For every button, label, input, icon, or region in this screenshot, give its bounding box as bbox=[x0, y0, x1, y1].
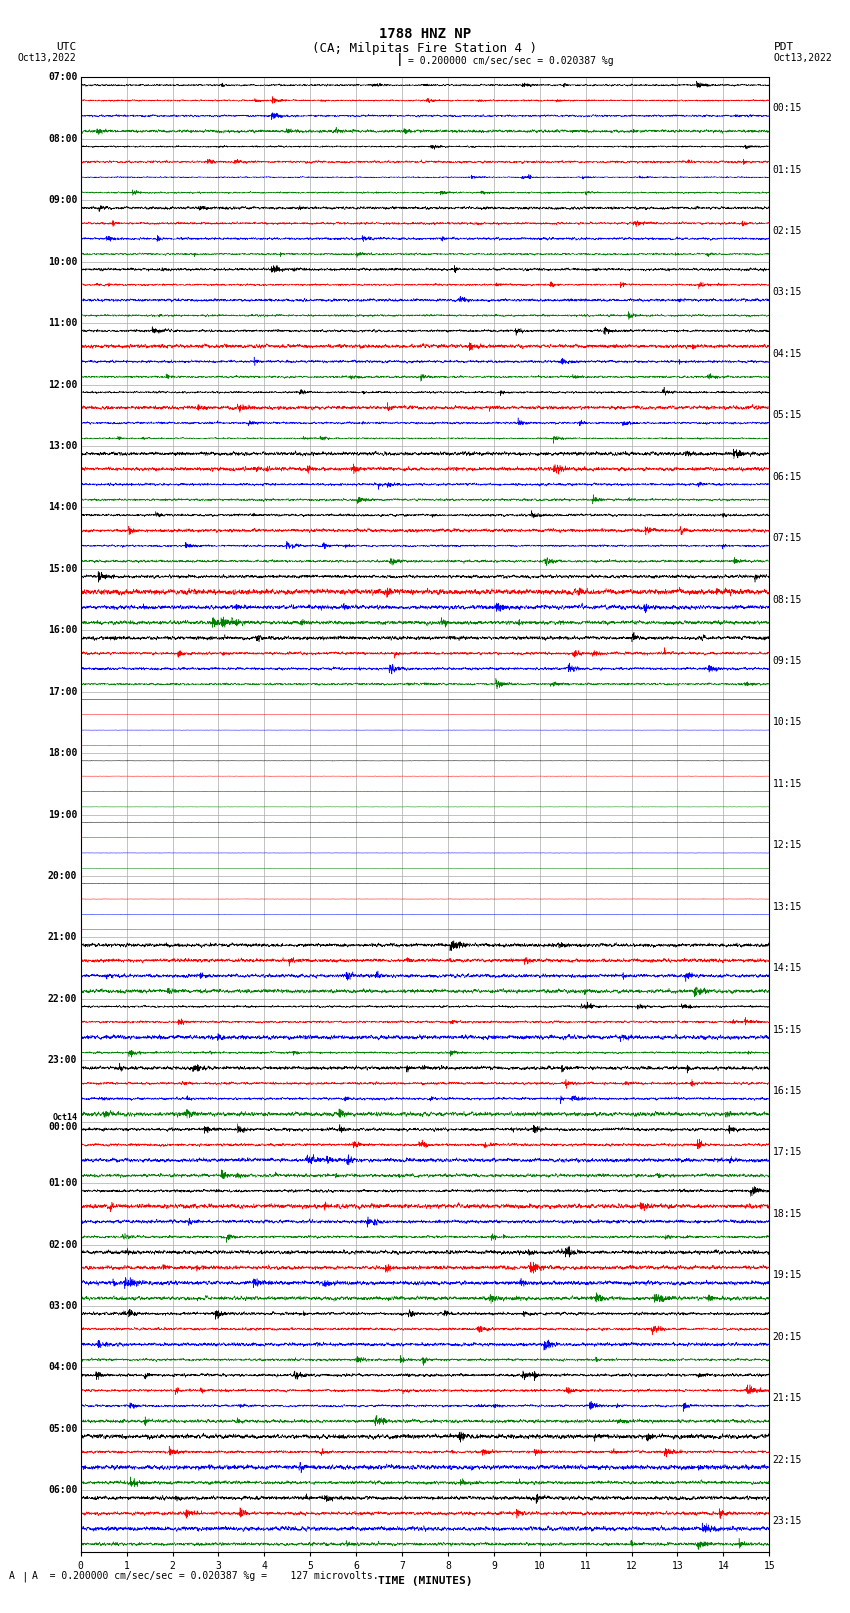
Text: = 0.200000 cm/sec/sec = 0.020387 %g: = 0.200000 cm/sec/sec = 0.020387 %g bbox=[408, 56, 614, 66]
Text: A  = 0.200000 cm/sec/sec = 0.020387 %g =    127 microvolts.: A = 0.200000 cm/sec/sec = 0.020387 %g = … bbox=[32, 1571, 379, 1581]
Text: 01:00: 01:00 bbox=[48, 1177, 77, 1189]
Text: 19:15: 19:15 bbox=[773, 1271, 802, 1281]
Text: 17:00: 17:00 bbox=[48, 687, 77, 697]
Text: 09:15: 09:15 bbox=[773, 656, 802, 666]
Text: 13:00: 13:00 bbox=[48, 440, 77, 452]
Text: 20:00: 20:00 bbox=[48, 871, 77, 881]
Text: 11:00: 11:00 bbox=[48, 318, 77, 327]
Text: 07:15: 07:15 bbox=[773, 534, 802, 544]
Text: 14:15: 14:15 bbox=[773, 963, 802, 973]
Text: 05:15: 05:15 bbox=[773, 410, 802, 421]
Text: 10:15: 10:15 bbox=[773, 718, 802, 727]
Text: |: | bbox=[21, 1571, 28, 1582]
Text: 16:15: 16:15 bbox=[773, 1086, 802, 1095]
X-axis label: TIME (MINUTES): TIME (MINUTES) bbox=[377, 1576, 473, 1586]
Text: 04:00: 04:00 bbox=[48, 1363, 77, 1373]
Text: (CA; Milpitas Fire Station 4 ): (CA; Milpitas Fire Station 4 ) bbox=[313, 42, 537, 55]
Text: 06:00: 06:00 bbox=[48, 1486, 77, 1495]
Text: 02:00: 02:00 bbox=[48, 1239, 77, 1250]
Text: 07:00: 07:00 bbox=[48, 73, 77, 82]
Text: 11:15: 11:15 bbox=[773, 779, 802, 789]
Text: 08:15: 08:15 bbox=[773, 595, 802, 605]
Text: 12:00: 12:00 bbox=[48, 379, 77, 390]
Text: 23:00: 23:00 bbox=[48, 1055, 77, 1065]
Text: 02:15: 02:15 bbox=[773, 226, 802, 235]
Text: 13:15: 13:15 bbox=[773, 902, 802, 911]
Text: UTC: UTC bbox=[56, 42, 76, 52]
Text: 01:15: 01:15 bbox=[773, 165, 802, 174]
Text: Oct14: Oct14 bbox=[53, 1113, 77, 1121]
Text: 12:15: 12:15 bbox=[773, 840, 802, 850]
Text: 23:15: 23:15 bbox=[773, 1516, 802, 1526]
Text: 00:00: 00:00 bbox=[48, 1121, 77, 1132]
Text: 00:15: 00:15 bbox=[773, 103, 802, 113]
Text: 18:15: 18:15 bbox=[773, 1208, 802, 1219]
Text: 14:00: 14:00 bbox=[48, 502, 77, 513]
Text: 18:00: 18:00 bbox=[48, 748, 77, 758]
Text: 16:00: 16:00 bbox=[48, 626, 77, 636]
Text: PDT: PDT bbox=[774, 42, 794, 52]
Text: 20:15: 20:15 bbox=[773, 1332, 802, 1342]
Text: 08:00: 08:00 bbox=[48, 134, 77, 144]
Text: 22:00: 22:00 bbox=[48, 994, 77, 1003]
Text: 04:15: 04:15 bbox=[773, 348, 802, 358]
Text: 21:15: 21:15 bbox=[773, 1394, 802, 1403]
Text: 10:00: 10:00 bbox=[48, 256, 77, 266]
Text: |: | bbox=[396, 53, 403, 66]
Text: 17:15: 17:15 bbox=[773, 1147, 802, 1158]
Text: 06:15: 06:15 bbox=[773, 471, 802, 482]
Text: 15:15: 15:15 bbox=[773, 1024, 802, 1034]
Text: 09:00: 09:00 bbox=[48, 195, 77, 205]
Text: Oct13,2022: Oct13,2022 bbox=[774, 53, 832, 63]
Text: 19:00: 19:00 bbox=[48, 810, 77, 819]
Text: 03:15: 03:15 bbox=[773, 287, 802, 297]
Text: 21:00: 21:00 bbox=[48, 932, 77, 942]
Text: Oct13,2022: Oct13,2022 bbox=[18, 53, 76, 63]
Text: 22:15: 22:15 bbox=[773, 1455, 802, 1465]
Text: 03:00: 03:00 bbox=[48, 1302, 77, 1311]
Text: 05:00: 05:00 bbox=[48, 1424, 77, 1434]
Text: A: A bbox=[8, 1571, 14, 1581]
Text: 15:00: 15:00 bbox=[48, 565, 77, 574]
Text: 1788 HNZ NP: 1788 HNZ NP bbox=[379, 27, 471, 40]
